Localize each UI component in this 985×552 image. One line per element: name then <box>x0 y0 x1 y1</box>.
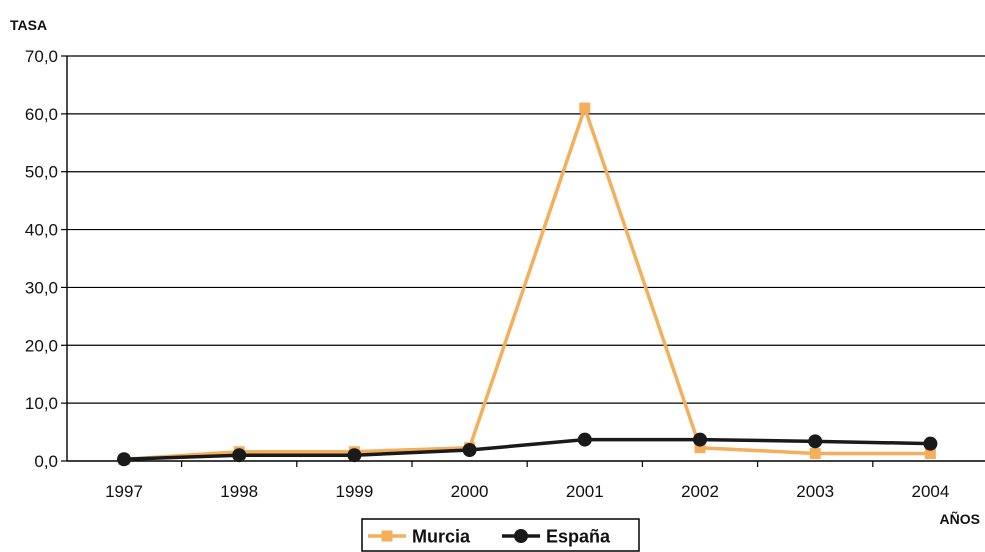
gridlines <box>67 55 985 404</box>
axes <box>61 55 985 467</box>
y-tick-label: 40,0 <box>25 221 58 240</box>
data-point-murcia <box>579 102 591 114</box>
legend-marker <box>381 530 393 542</box>
y-tick-label: 60,0 <box>25 105 58 124</box>
data-point <box>577 432 592 447</box>
data-point-murcia <box>694 442 706 454</box>
y-tick-labels: 0,0 10,0 20,0 30,0 40,0 50,0 60,0 70,0 <box>25 47 58 471</box>
data-point <box>117 452 131 467</box>
x-tick-label: 2003 <box>796 482 834 501</box>
y-tick-label: 30,0 <box>25 278 58 297</box>
y-tick-label: 70,0 <box>25 47 58 66</box>
x-tick-label: 2002 <box>681 482 719 501</box>
x-tick-label: 1999 <box>335 482 373 501</box>
data-point-murcia <box>924 447 936 459</box>
data-point <box>808 434 823 449</box>
data-point <box>462 443 477 458</box>
y-tick-label: 50,0 <box>25 163 58 182</box>
legend-box <box>361 518 640 552</box>
x-tick-labels: 1997 1998 1999 2000 2001 2002 2003 2004 <box>105 482 949 501</box>
x-tick-label: 2001 <box>566 482 604 501</box>
series-line-españa <box>123 437 931 462</box>
data-point <box>923 436 938 451</box>
legend: Murcia España <box>361 518 640 552</box>
series-lines <box>117 102 938 467</box>
y-tick-label: 20,0 <box>25 336 58 355</box>
x-tick-label: 1998 <box>220 482 258 501</box>
x-tick-label: 2004 <box>911 482 949 501</box>
legend-marker <box>514 529 528 543</box>
data-point-murcia <box>809 447 821 459</box>
series-line-murcia <box>123 106 931 462</box>
x-tick-label: 2000 <box>451 482 489 501</box>
x-axis-title: AÑOS <box>940 510 980 527</box>
legend-label: España <box>546 527 611 547</box>
x-tick-label: 1997 <box>105 482 143 501</box>
data-point <box>693 432 707 447</box>
legend-label: Murcia <box>412 527 471 547</box>
data-point <box>232 448 247 463</box>
y-tick-label: 10,0 <box>25 394 58 413</box>
y-tick-label: 0,0 <box>34 452 58 471</box>
y-axis-title: TASA <box>10 17 47 33</box>
data-point <box>347 448 362 463</box>
